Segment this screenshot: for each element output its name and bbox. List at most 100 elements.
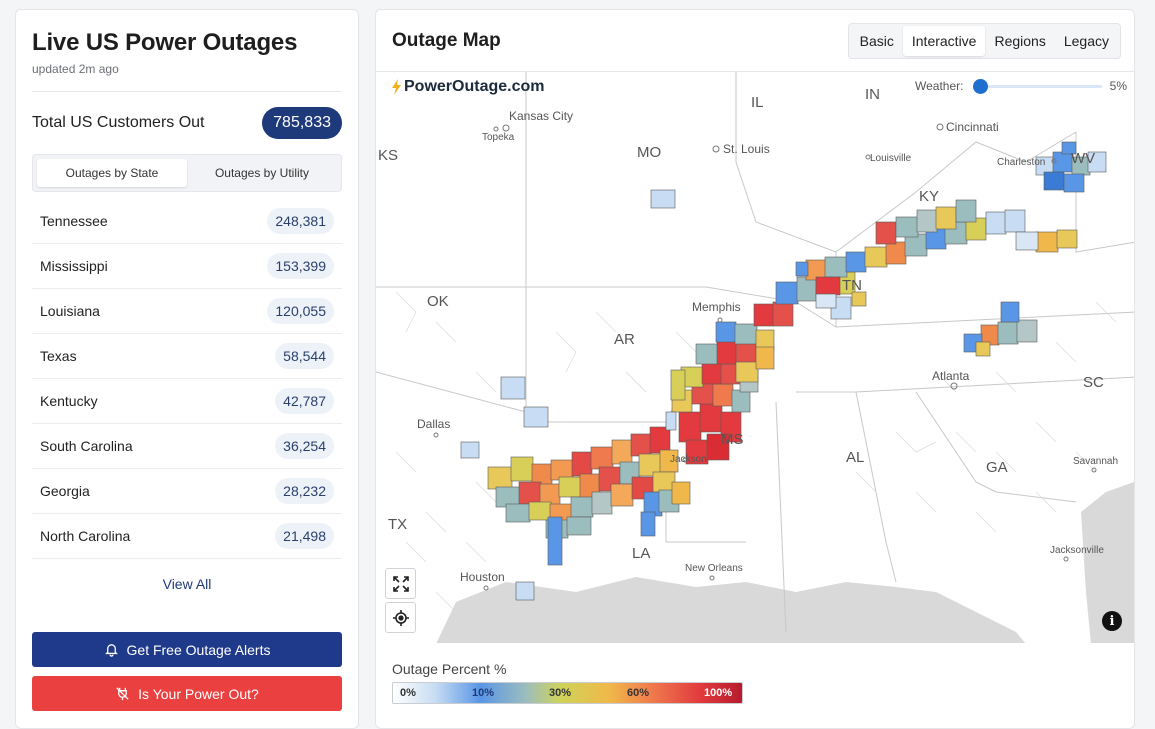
- locate-me-button[interactable]: [385, 602, 416, 633]
- state-label-sc: SC: [1083, 374, 1104, 391]
- legend-title: Outage Percent %: [392, 661, 507, 677]
- total-customers-row: Total US Customers Out 785,833: [32, 92, 342, 154]
- map-title: Outage Map: [392, 30, 501, 51]
- county-outlines: [395, 291, 1117, 613]
- state-label-ms: MS: [721, 431, 744, 448]
- poweroutage-brand: PowerOutage.com: [391, 78, 544, 96]
- city-label-atlanta: Atlanta: [932, 369, 970, 383]
- city-label-charleston: Charleston: [997, 157, 1045, 168]
- outage-counties[interactable]: [460, 141, 1107, 601]
- locate-icon: [392, 609, 409, 626]
- outage-summary-panel: Live US Power Outages updated 2m ago Tot…: [15, 9, 359, 729]
- weather-label: Weather:: [915, 79, 964, 93]
- map-view-tabs: Basic Interactive Regions Legacy: [847, 23, 1121, 59]
- state-row-south-carolina[interactable]: South Carolina 36,254: [32, 424, 342, 469]
- state-label-ok: OK: [427, 293, 449, 310]
- outage-map-panel: Outage Map Basic Interactive Regions Leg…: [375, 9, 1135, 729]
- state-name: Mississippi: [40, 258, 108, 274]
- weather-slider[interactable]: [972, 78, 1102, 94]
- state-count: 153,399: [267, 253, 334, 279]
- state-label-tn: TN: [842, 277, 862, 294]
- brand-name: PowerOutage.com: [404, 78, 545, 95]
- state-count: 120,055: [267, 298, 334, 324]
- state-label-mo: MO: [637, 144, 661, 161]
- city-label-topeka: Topeka: [482, 132, 515, 143]
- outage-percent-legend: 0% 10% 30% 60% 100%: [392, 682, 743, 704]
- city-label-savannah: Savannah: [1073, 456, 1118, 467]
- state-row-texas[interactable]: Texas 58,544: [32, 334, 342, 379]
- state-name: Georgia: [40, 483, 90, 499]
- gulf-of-mexico: [436, 577, 1026, 643]
- city-label-new-orleans: New Orleans: [685, 563, 743, 574]
- is-your-power-out-button[interactable]: Is Your Power Out?: [32, 676, 342, 711]
- power-out-button-label: Is Your Power Out?: [138, 685, 259, 702]
- state-count: 36,254: [275, 433, 334, 459]
- tab-interactive[interactable]: Interactive: [902, 26, 986, 56]
- state-name: Kentucky: [40, 393, 98, 409]
- state-row-georgia[interactable]: Georgia 28,232: [32, 469, 342, 514]
- state-name: South Carolina: [40, 438, 133, 454]
- state-name: Louisiana: [40, 303, 100, 319]
- state-row-tennessee[interactable]: Tennessee 248,381: [32, 199, 342, 244]
- weather-value: 5%: [1109, 79, 1127, 93]
- city-labels: Kansas City Topeka St. Louis Cincinnati …: [417, 109, 1118, 584]
- outages-by-state-tab[interactable]: Outages by State: [37, 159, 187, 187]
- state-count: 58,544: [275, 343, 334, 369]
- state-label-ks: KS: [378, 147, 398, 164]
- fullscreen-button[interactable]: [385, 568, 416, 599]
- state-row-louisiana[interactable]: Louisiana 120,055: [32, 289, 342, 334]
- state-count: 42,787: [275, 388, 334, 414]
- get-outage-alerts-button[interactable]: Get Free Outage Alerts: [32, 632, 342, 667]
- view-all-link[interactable]: View All: [162, 576, 212, 592]
- city-label-memphis: Memphis: [692, 300, 741, 314]
- city-label-jackson: Jackson: [670, 454, 707, 465]
- state-label-ar: AR: [614, 331, 635, 348]
- state-count: 248,381: [267, 208, 334, 234]
- state-label-ky: KY: [919, 188, 939, 205]
- city-label-jacksonville: Jacksonville: [1050, 545, 1104, 556]
- legend-tick-0: 0%: [400, 687, 416, 699]
- legend-tick-100: 100%: [704, 687, 733, 699]
- city-markers: [433, 123, 1097, 591]
- city-label-houston: Houston: [460, 570, 505, 584]
- state-row-north-carolina[interactable]: North Carolina 21,498: [32, 514, 342, 559]
- city-label-kansas-city: Kansas City: [509, 109, 573, 123]
- total-customers-label: Total US Customers Out: [32, 114, 205, 131]
- legend-tick-60: 60%: [627, 687, 650, 699]
- outage-view-toggle: Outages by State Outages by Utility: [32, 154, 342, 192]
- state-count: 21,498: [275, 523, 334, 549]
- plug-off-icon: [116, 687, 129, 701]
- page-title: Live US Power Outages: [32, 29, 298, 56]
- state-name: Tennessee: [40, 213, 108, 229]
- state-label-il: IL: [751, 94, 764, 111]
- legend-tick-10: 10%: [472, 687, 495, 699]
- tab-legacy[interactable]: Legacy: [1063, 33, 1109, 49]
- outage-map[interactable]: KS MO IL IN KY WV OK AR TN TX LA MS AL G…: [376, 71, 1134, 643]
- state-count: 28,232: [275, 478, 334, 504]
- atlantic-ocean: [1081, 482, 1134, 643]
- alerts-button-label: Get Free Outage Alerts: [126, 641, 271, 658]
- state-list: Tennessee 248,381 Mississippi 153,399 Lo…: [32, 199, 342, 559]
- city-label-cincinnati: Cincinnati: [946, 120, 999, 134]
- map-canvas[interactable]: KS MO IL IN KY WV OK AR TN TX LA MS AL G…: [376, 72, 1134, 643]
- state-label-wv: WV: [1071, 150, 1095, 167]
- state-row-mississippi[interactable]: Mississippi 153,399: [32, 244, 342, 289]
- tab-regions[interactable]: Regions: [994, 33, 1046, 49]
- tab-basic[interactable]: Basic: [859, 33, 894, 49]
- city-label-st-louis: St. Louis: [723, 142, 770, 156]
- weather-overlay-control: Weather: 5%: [909, 76, 1133, 96]
- expand-icon: [392, 575, 409, 592]
- state-row-kentucky[interactable]: Kentucky 42,787: [32, 379, 342, 424]
- info-icon[interactable]: i: [1102, 611, 1122, 631]
- state-label-in: IN: [865, 86, 880, 103]
- state-label-la: LA: [632, 545, 650, 562]
- city-label-louisville: Louisville: [870, 153, 912, 164]
- legend-tick-30: 30%: [549, 687, 572, 699]
- city-label-dallas: Dallas: [417, 417, 450, 431]
- weather-slider-handle[interactable]: [972, 78, 988, 94]
- total-customers-badge: 785,833: [262, 107, 342, 139]
- outages-by-utility-tab[interactable]: Outages by Utility: [214, 166, 310, 180]
- state-name: North Carolina: [40, 528, 131, 544]
- state-borders: [376, 72, 1134, 633]
- state-label-tx: TX: [388, 516, 407, 533]
